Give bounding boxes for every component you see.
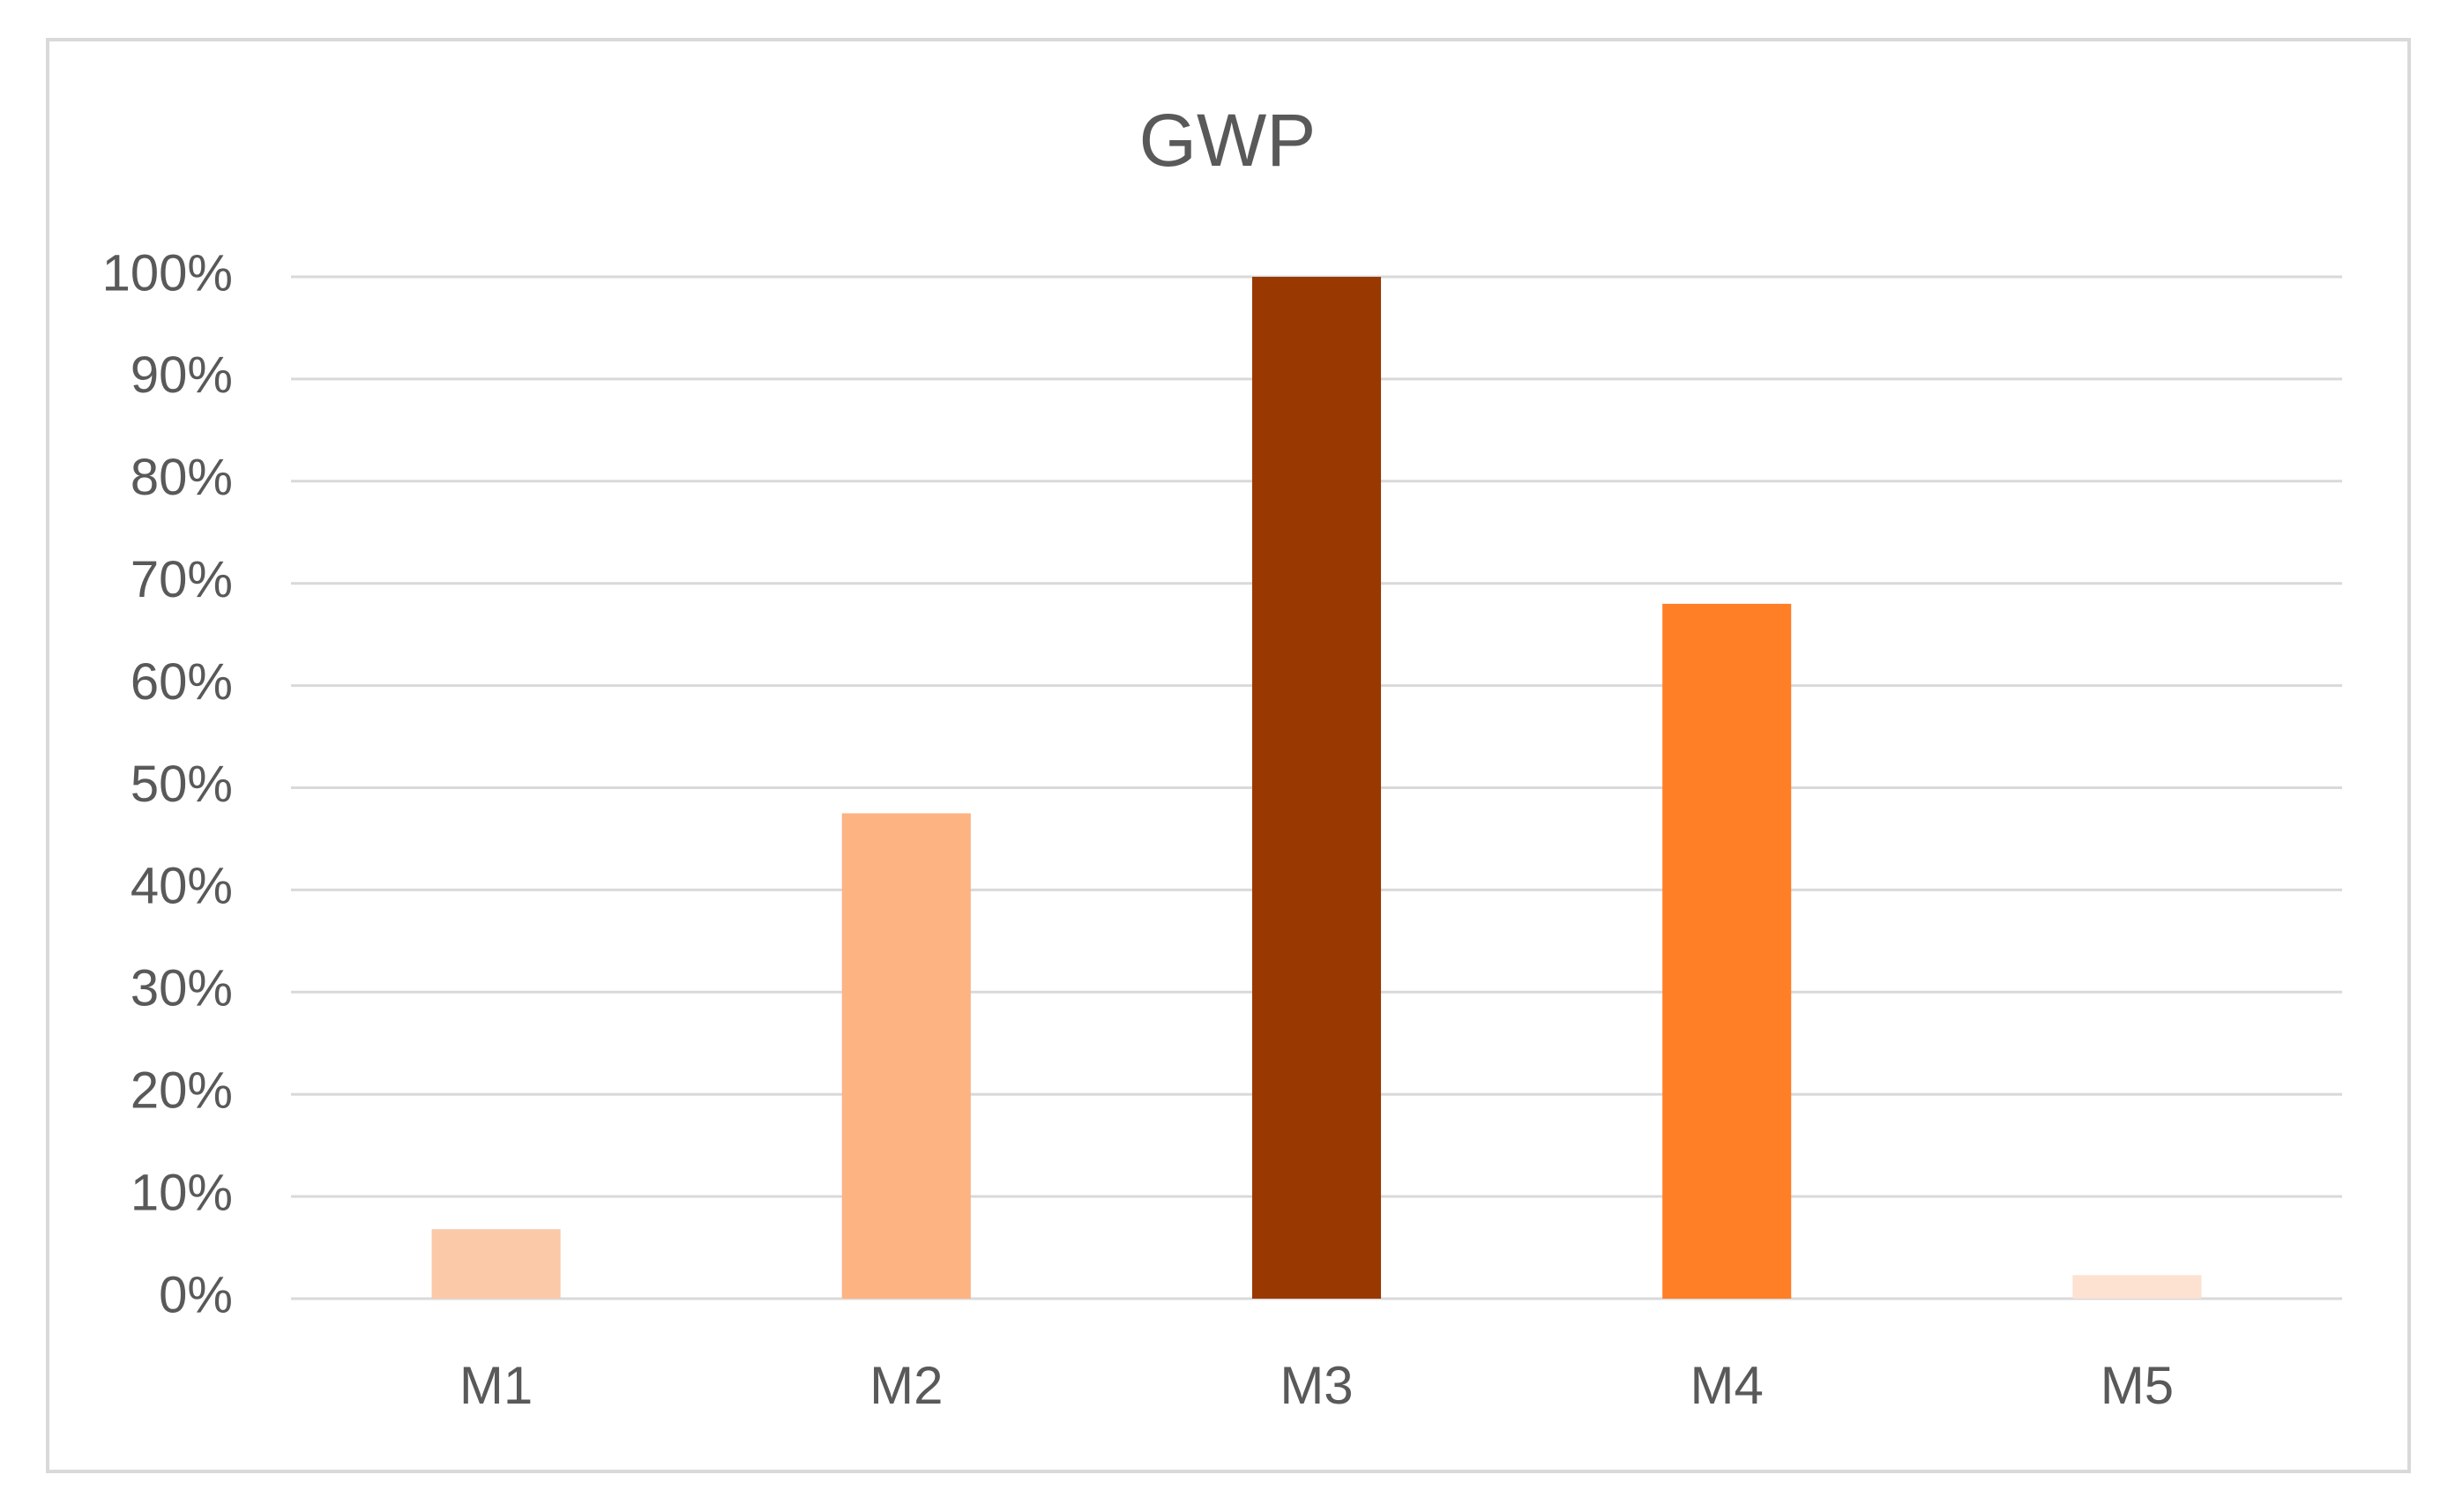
x-tick-label: M1 — [459, 1356, 533, 1415]
chart-border — [46, 38, 2411, 1473]
y-tick-label: 100% — [102, 244, 233, 302]
y-tick-label: 20% — [131, 1062, 233, 1120]
bar — [2072, 1275, 2202, 1299]
bar — [1251, 277, 1382, 1299]
x-tick-label: M3 — [1280, 1356, 1353, 1415]
y-tick-label: 90% — [131, 346, 233, 404]
x-tick-label: M2 — [869, 1356, 943, 1415]
y-tick-label: 40% — [131, 858, 233, 915]
y-tick-label: 30% — [131, 960, 233, 1017]
chart-title: GWP — [1139, 99, 1317, 182]
x-tick-label: M4 — [1690, 1356, 1764, 1415]
y-tick-label: 60% — [131, 653, 233, 711]
y-tick-label: 50% — [131, 756, 233, 813]
y-tick-label: 70% — [131, 551, 233, 608]
x-tick-label: M5 — [2101, 1356, 2174, 1415]
y-tick-label: 10% — [131, 1164, 233, 1221]
y-tick-label: 80% — [131, 449, 233, 506]
bar — [841, 813, 971, 1299]
bar — [431, 1229, 561, 1299]
bar — [1662, 603, 1792, 1299]
y-tick-label: 0% — [159, 1266, 233, 1323]
